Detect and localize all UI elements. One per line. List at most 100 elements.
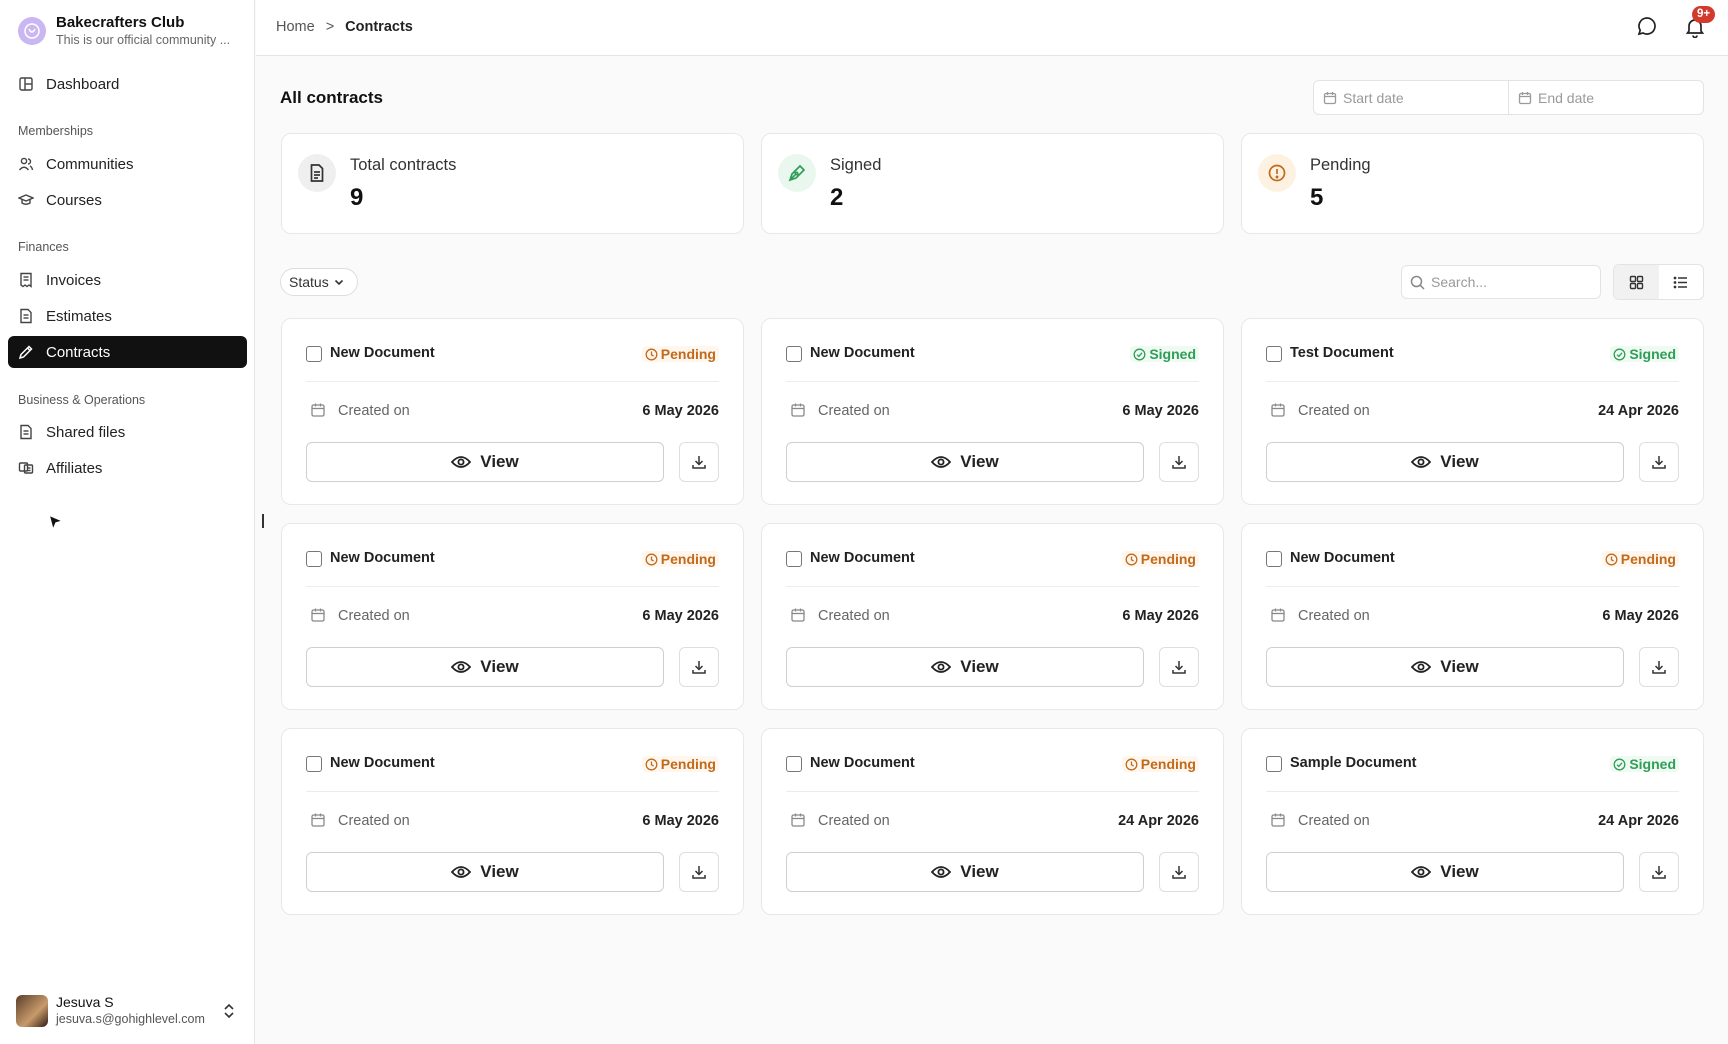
download-button[interactable] (679, 442, 719, 482)
eye-icon (931, 866, 952, 878)
stat-label: Signed (830, 156, 882, 174)
breadcrumb-home[interactable]: Home (276, 19, 315, 35)
status-label: Signed (1149, 346, 1196, 362)
select-checkbox[interactable] (306, 551, 322, 567)
sidebar-item-courses[interactable]: Courses (8, 184, 247, 216)
status-badge: Signed (1610, 756, 1679, 772)
eye-icon (451, 866, 472, 878)
divider (786, 381, 1199, 382)
download-icon (692, 866, 706, 879)
stat-value: 2 (830, 184, 844, 211)
view-button[interactable]: View (786, 647, 1144, 687)
created-on-label: Created on (818, 403, 890, 419)
chevrons-up-down-icon[interactable] (221, 1002, 237, 1020)
contract-card: New Document Pending Created on 6 May 20… (281, 318, 744, 505)
download-icon (1172, 661, 1186, 674)
select-checkbox[interactable] (1266, 346, 1282, 362)
view-button[interactable]: View (786, 852, 1144, 892)
divider (786, 586, 1199, 587)
download-button[interactable] (1159, 442, 1199, 482)
user-name: Jesuva S (56, 994, 114, 1010)
view-button[interactable]: View (1266, 442, 1624, 482)
divider (306, 381, 719, 382)
search-input[interactable] (1431, 274, 1591, 290)
calendar-icon (311, 813, 325, 827)
status-filter-button[interactable]: Status (280, 268, 358, 296)
sidebar-item-contracts[interactable]: Contracts (8, 336, 247, 368)
created-date: 6 May 2026 (1122, 608, 1199, 624)
created-on-label: Created on (338, 813, 410, 829)
select-checkbox[interactable] (786, 551, 802, 567)
end-date-placeholder: End date (1538, 89, 1595, 106)
start-date-placeholder: Start date (1343, 89, 1404, 106)
status-label: Pending (660, 551, 716, 567)
view-button-label: View (1440, 452, 1479, 471)
status-label: Signed (1629, 346, 1676, 362)
status-badge: Pending (641, 346, 719, 362)
select-checkbox[interactable] (786, 756, 802, 772)
stat-signed: Signed 2 (761, 133, 1224, 234)
contract-title: New Document (330, 755, 435, 771)
dashboard-icon (19, 77, 33, 91)
view-button[interactable]: View (1266, 852, 1624, 892)
view-button[interactable]: View (786, 442, 1144, 482)
view-button[interactable]: View (306, 442, 664, 482)
eye-icon (451, 456, 472, 468)
chat-icon[interactable] (1635, 16, 1657, 38)
check-circle-icon (1133, 348, 1146, 360)
list-view-button[interactable] (1659, 265, 1704, 299)
sidebar-item-dashboard[interactable]: Dashboard (8, 68, 247, 100)
download-button[interactable] (679, 852, 719, 892)
created-on-label: Created on (338, 608, 410, 624)
sidebar-item-estimates[interactable]: Estimates (8, 300, 247, 332)
contract-title: Test Document (1290, 345, 1394, 361)
download-button[interactable] (1159, 852, 1199, 892)
start-date-field[interactable]: Start date (1314, 81, 1508, 114)
select-checkbox[interactable] (1266, 551, 1282, 567)
created-date: 24 Apr 2026 (1598, 813, 1679, 829)
sidebar-item-affiliates[interactable]: Affiliates (8, 452, 247, 484)
select-checkbox[interactable] (306, 346, 322, 362)
contract-card: Sample Document Signed Created on 24 Apr… (1241, 728, 1704, 915)
sidebar-item-label: Dashboard (46, 75, 120, 93)
view-button-label: View (960, 452, 999, 471)
download-button[interactable] (1639, 852, 1679, 892)
sidebar-item-communities[interactable]: Communities (8, 148, 247, 180)
view-button-label: View (480, 657, 519, 676)
view-button-label: View (1440, 657, 1479, 676)
avatar (16, 994, 48, 1027)
brand[interactable]: Bakecrafters Club This is our official c… (18, 14, 241, 48)
status-badge: Pending (1121, 551, 1199, 567)
calendar-icon (1323, 91, 1337, 104)
select-checkbox[interactable] (1266, 756, 1282, 772)
download-button[interactable] (1639, 647, 1679, 687)
select-checkbox[interactable] (306, 756, 322, 772)
download-button[interactable] (1159, 647, 1199, 687)
sidebar-item-label: Communities (46, 155, 134, 173)
sidebar-item-shared-files[interactable]: Shared files (8, 416, 247, 448)
calendar-icon (1271, 813, 1285, 827)
grid-view-button[interactable] (1614, 265, 1659, 299)
download-button[interactable] (1639, 442, 1679, 482)
list-icon (1673, 276, 1688, 288)
stat-value: 9 (350, 184, 364, 211)
graduation-cap-icon (18, 194, 34, 205)
contract-card: New Document Pending Created on 6 May 20… (761, 523, 1224, 710)
status-badge: Signed (1610, 346, 1679, 362)
grid-icon (1629, 275, 1643, 289)
view-button[interactable]: View (306, 647, 664, 687)
divider (1266, 791, 1679, 792)
brand-name: Bakecrafters Club (56, 14, 185, 31)
select-checkbox[interactable] (786, 346, 802, 362)
sidebar-item-label: Contracts (46, 343, 111, 361)
view-button-label: View (480, 862, 519, 881)
contract-card: New Document Pending Created on 6 May 20… (281, 523, 744, 710)
download-button[interactable] (679, 647, 719, 687)
divider (1266, 381, 1679, 382)
download-icon (692, 456, 706, 469)
view-button[interactable]: View (1266, 647, 1624, 687)
sidebar-item-invoices[interactable]: Invoices (8, 264, 247, 296)
user-menu[interactable]: Jesuva S jesuva.s@gohighlevel.com (16, 994, 241, 1027)
end-date-field[interactable]: End date (1508, 81, 1703, 114)
view-button[interactable]: View (306, 852, 664, 892)
